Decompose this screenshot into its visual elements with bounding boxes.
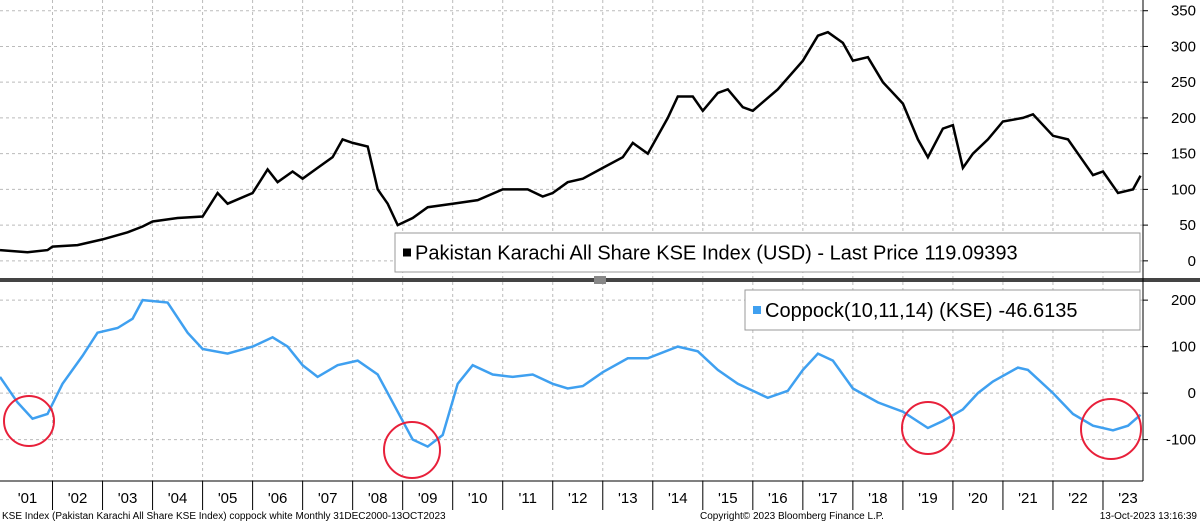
legend-value: -46.6135 <box>999 300 1078 322</box>
footer-right: 13-Oct-2023 13:16:39 <box>1100 511 1198 522</box>
legends: Pakistan Karachi All Share KSE Index (US… <box>394 232 1141 331</box>
y-tick-label: 250 <box>1171 74 1196 91</box>
legend-label: Coppock(10,11,14) (KSE) -46.6135 <box>765 300 1078 322</box>
y-tick-label: 150 <box>1171 146 1196 163</box>
y-tick-label: 0 <box>1188 385 1196 402</box>
y-tick-label: 100 <box>1171 339 1196 356</box>
x-tick-label: '15 <box>718 490 738 507</box>
x-tick-label: '17 <box>818 490 838 507</box>
x-tick-label: '13 <box>618 490 638 507</box>
axes: 0 50 100 150 200 250 300 350 -100 0 100 200 '01 '02 '0… <box>18 3 1196 510</box>
x-tick-label: '23 <box>1118 490 1138 507</box>
grid <box>0 0 1143 481</box>
footer-center: Copyright© 2023 Bloomberg Finance L.P. <box>700 511 884 522</box>
annotations <box>3 395 1142 479</box>
x-tick-label: '04 <box>168 490 188 507</box>
x-tick-label: '12 <box>568 490 588 507</box>
x-tick-label: '07 <box>318 490 338 507</box>
legend-swatch <box>403 248 411 257</box>
y-tick-label: 300 <box>1171 38 1196 55</box>
y-tick-label: -100 <box>1166 432 1196 449</box>
circle <box>901 401 955 455</box>
x-tick-label: '06 <box>268 490 288 507</box>
legend-value: 119.09393 <box>925 243 1018 265</box>
y-tick-label: 0 <box>1188 253 1196 270</box>
x-tick-label: '10 <box>468 490 488 507</box>
footer-left: KSE Index (Pakistan Karachi All Share KS… <box>2 511 446 522</box>
y-tick-label: 350 <box>1171 3 1196 20</box>
x-tick-label: '11 <box>519 490 537 507</box>
legend-name: Pakistan Karachi All Share KSE Index (US… <box>415 243 919 265</box>
legend-box <box>744 289 1141 331</box>
x-tick-label: '03 <box>118 490 138 507</box>
legend-name: Coppock(10,11,14) (KSE) <box>765 300 993 322</box>
separator-handle <box>594 276 606 284</box>
x-tick-label: '18 <box>868 490 888 507</box>
x-tick-label: '08 <box>368 490 388 507</box>
x-tick-label: '09 <box>418 490 438 507</box>
circle <box>383 421 441 479</box>
x-tick-label: '05 <box>218 490 238 507</box>
x-tick-label: '19 <box>918 490 938 507</box>
legend-box <box>394 232 1141 273</box>
x-tick-label: '22 <box>1068 490 1088 507</box>
x-tick-label: '20 <box>968 490 988 507</box>
y-tick-label: 200 <box>1171 292 1196 309</box>
x-tick-label: '14 <box>668 490 688 507</box>
legend-swatch <box>753 306 761 314</box>
plot <box>0 30 1142 449</box>
y-tick-label: 100 <box>1171 181 1196 198</box>
y-tick-label: 50 <box>1179 217 1196 234</box>
series-line <box>0 298 1142 449</box>
y-tick-label: 200 <box>1171 110 1196 127</box>
x-tick-label: '01 <box>18 490 38 507</box>
circle <box>1080 398 1142 460</box>
x-tick-label: '21 <box>1018 490 1038 507</box>
legend-label: Pakistan Karachi All Share KSE Index (US… <box>415 243 1018 265</box>
x-tick-label: '16 <box>768 490 788 507</box>
series-line <box>0 30 1142 254</box>
x-tick-label: '02 <box>68 490 88 507</box>
circle <box>3 395 55 447</box>
